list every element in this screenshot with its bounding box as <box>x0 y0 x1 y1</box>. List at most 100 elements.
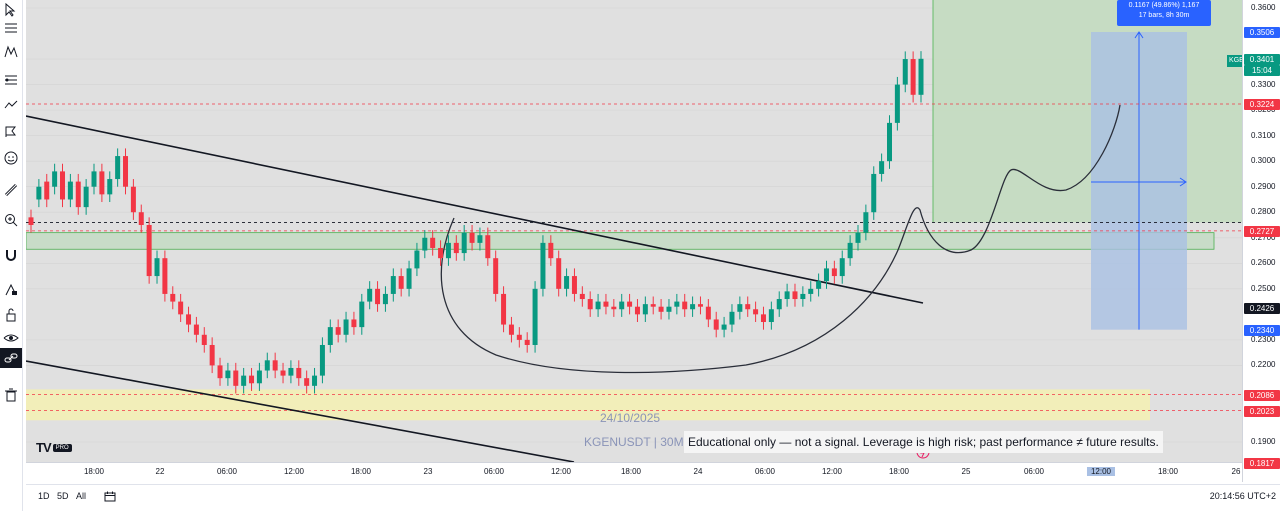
candle-body <box>67 181 73 200</box>
price-tick: 0.3000 <box>1251 156 1276 166</box>
text-icon[interactable] <box>0 148 22 168</box>
candle-body <box>516 334 522 340</box>
candle-body <box>571 276 577 294</box>
level-label: 0.2727 <box>1244 225 1280 237</box>
candle-body <box>493 258 499 294</box>
descending-trendline-upper <box>26 115 924 304</box>
candle-body <box>737 304 743 312</box>
price-tick: 0.2800 <box>1251 207 1276 217</box>
ruler-icon[interactable] <box>0 210 22 230</box>
chart-area[interactable]: 0.1167 (49.86%) 1,167 17 bars, 8h 30m KG… <box>26 0 1242 482</box>
price-tick: 0.3100 <box>1251 130 1276 140</box>
candle-body <box>910 59 916 95</box>
candle-body <box>642 304 648 315</box>
candle-body <box>304 378 310 386</box>
candle-body <box>611 306 617 310</box>
candle-body <box>855 232 861 243</box>
time-axis[interactable]: 18:00 22 06:00 12:00 18:00 23 06:00 12:00 18:00 2… <box>26 462 1242 483</box>
measure-tooltip: 0.1167 (49.86%) 1,167 17 bars, 8h 30m <box>1117 0 1211 26</box>
candle-body <box>36 186 42 200</box>
candle-body <box>871 173 877 213</box>
trendline-icon[interactable] <box>0 18 22 38</box>
time-tick: 12:00 <box>1086 467 1116 476</box>
candle-body <box>367 288 373 302</box>
candle-body <box>75 181 81 208</box>
price-axis[interactable]: 0.36000.34000.33000.32000.31000.30000.29… <box>1242 0 1280 482</box>
candle-body <box>217 365 223 379</box>
fib-icon[interactable] <box>0 42 22 62</box>
candle-body <box>335 327 341 335</box>
candle-body <box>319 344 325 376</box>
candle-body <box>879 161 885 174</box>
candle-body <box>382 293 388 305</box>
candle-body <box>154 258 160 277</box>
brush-icon[interactable] <box>0 122 22 142</box>
candle-body <box>823 268 829 282</box>
lock-drawing-icon[interactable] <box>0 305 22 325</box>
candle-body <box>564 276 570 289</box>
pattern-icon[interactable] <box>0 70 22 90</box>
candle-body <box>886 122 892 162</box>
candle-body <box>162 258 168 294</box>
candle-body <box>540 242 546 289</box>
lock-icon[interactable] <box>0 328 22 348</box>
candle-body <box>241 375 247 386</box>
candle-body <box>280 370 286 376</box>
price-chart[interactable] <box>26 0 1242 462</box>
link-icon[interactable] <box>0 385 22 405</box>
candle-body <box>256 370 262 384</box>
range-all-button[interactable]: All <box>76 491 87 501</box>
drawing-toolbar <box>0 0 23 511</box>
range-1d-button[interactable]: 1D <box>38 491 50 501</box>
measure-line2: 17 bars, 8h 30m <box>1138 12 1190 19</box>
candle-body <box>839 258 845 277</box>
time-tick: 06:00 <box>1023 467 1045 476</box>
resistance-zone <box>26 232 1215 250</box>
eye-icon[interactable] <box>0 348 22 368</box>
target-price-label: 0.3506 <box>1244 26 1280 38</box>
candle-body <box>453 242 459 254</box>
entry-price-label: 0.2426 <box>1244 302 1280 314</box>
candle-body <box>146 225 152 277</box>
candle-body <box>634 306 640 315</box>
cursor-icon[interactable] <box>0 0 22 20</box>
candle-body <box>784 291 790 300</box>
candle-body <box>792 291 798 300</box>
price-tick: 0.2900 <box>1251 181 1276 191</box>
time-tick: 18:00 <box>1157 467 1179 476</box>
magnet-icon[interactable] <box>0 280 22 300</box>
candle-body <box>186 314 192 325</box>
candle-body <box>713 319 719 330</box>
candle-body <box>60 171 66 200</box>
time-tick: 06:00 <box>754 467 776 476</box>
price-tick: 0.1900 <box>1251 437 1276 446</box>
zoom-icon[interactable] <box>0 245 22 265</box>
emoji-icon[interactable] <box>0 180 22 200</box>
candle-body <box>272 360 278 371</box>
range-5d-button[interactable]: 5D <box>57 491 69 501</box>
candle-body <box>650 304 656 307</box>
clock[interactable]: 20:14:56 UTC+2 <box>1209 491 1276 501</box>
candle-body <box>697 304 703 307</box>
time-tick: 18:00 <box>888 467 910 476</box>
candle-body <box>776 299 782 310</box>
measure-arrowhead-up <box>1134 31 1144 39</box>
candle-body <box>233 370 239 386</box>
time-tick: 18:00 <box>83 467 105 476</box>
time-tick: 24 <box>693 467 703 476</box>
candle-body <box>658 306 664 312</box>
candle-body <box>690 304 696 310</box>
time-tick: 23 <box>423 467 433 476</box>
candle-body <box>422 237 428 251</box>
forecast-icon[interactable] <box>0 95 22 115</box>
candle-body <box>130 186 136 213</box>
time-tick: 12:00 <box>550 467 572 476</box>
candle-body <box>225 370 231 379</box>
candle-body <box>249 375 255 384</box>
candle-body <box>831 268 837 277</box>
candle-body <box>477 235 483 243</box>
level-label: 0.2086 <box>1244 389 1280 401</box>
date-range-icon[interactable] <box>104 491 116 504</box>
time-tick: 12:00 <box>283 467 305 476</box>
candle-body <box>808 288 814 294</box>
